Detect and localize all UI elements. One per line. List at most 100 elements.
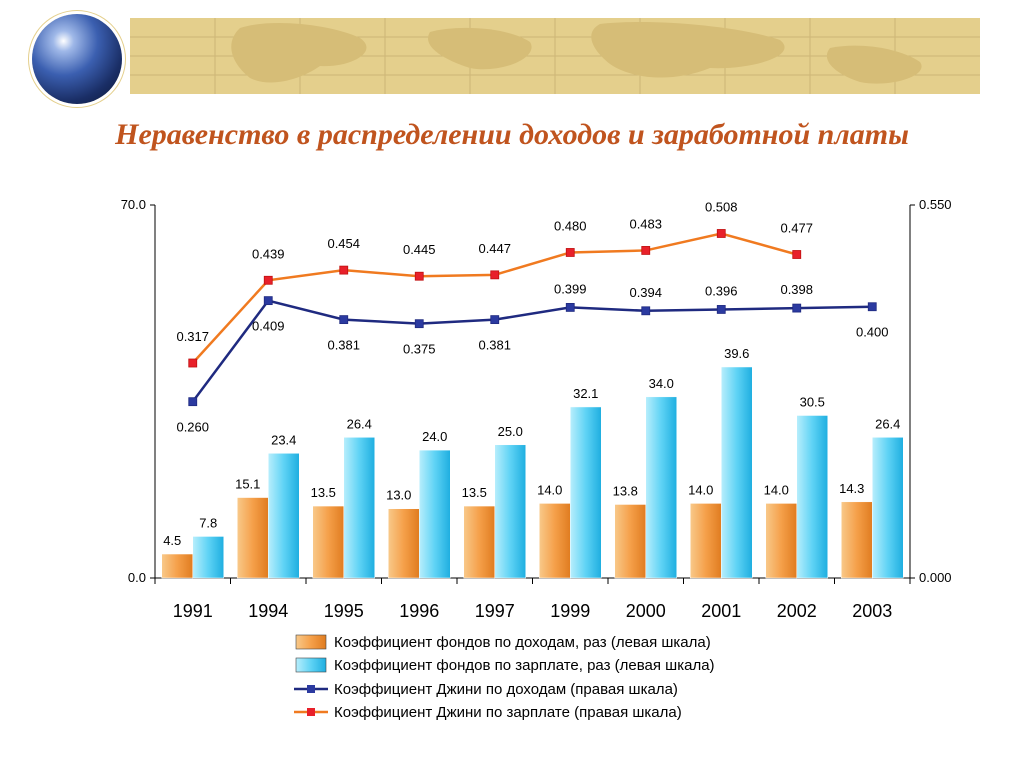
bar-income-ratio bbox=[614, 504, 646, 579]
gini-income-label: 0.398 bbox=[780, 282, 813, 297]
x-tick-label: 2000 bbox=[626, 601, 666, 621]
gini-wage-label: 0.480 bbox=[554, 218, 587, 233]
bar-income-ratio-label: 14.3 bbox=[839, 481, 864, 496]
bar-income-ratio bbox=[539, 503, 571, 579]
gini-income-label: 0.394 bbox=[629, 285, 662, 300]
gini-wage-point bbox=[716, 229, 726, 238]
bar-income-ratio bbox=[841, 501, 873, 579]
bar-wage-ratio bbox=[192, 536, 224, 579]
legend-label-gini-wage: Коэффициент Джини по зарплате (правая шк… bbox=[334, 704, 682, 721]
bar-income-ratio-label: 4.5 bbox=[163, 533, 181, 548]
left-tick-label-max: 70.0 bbox=[121, 197, 146, 212]
bar-wage-ratio bbox=[343, 437, 375, 579]
gini-wage-point bbox=[565, 248, 575, 257]
gini-income-point bbox=[339, 315, 349, 325]
gini-income-point bbox=[263, 296, 273, 306]
bar-wage-ratio bbox=[268, 453, 300, 579]
world-map-icon bbox=[130, 18, 980, 94]
legend-swatch-income-ratio bbox=[295, 634, 327, 650]
x-tick-label: 2001 bbox=[701, 601, 741, 621]
bar-wage-ratio bbox=[796, 415, 828, 579]
bar-wage-ratio-label: 32.1 bbox=[573, 386, 598, 401]
bar-income-ratio-label: 15.1 bbox=[235, 477, 260, 492]
gini-income-point bbox=[641, 306, 651, 316]
bar-income-ratio bbox=[161, 553, 193, 579]
bar-wage-ratio bbox=[419, 449, 451, 579]
x-tick-label: 1999 bbox=[550, 601, 590, 621]
bar-income-ratio-label: 14.0 bbox=[764, 482, 789, 497]
bar-wage-ratio-label: 26.4 bbox=[875, 416, 900, 431]
gini-income-label: 0.399 bbox=[554, 281, 587, 296]
gini-income-label: 0.396 bbox=[705, 283, 738, 298]
gini-income-point bbox=[716, 305, 726, 314]
bar-income-ratio bbox=[237, 497, 269, 579]
gini-wage-label: 0.454 bbox=[327, 236, 360, 251]
x-tick-label: 2003 bbox=[852, 601, 892, 621]
gini-income-label: 0.400 bbox=[856, 325, 889, 340]
gini-income-label: 0.375 bbox=[403, 342, 436, 357]
gini-income-point bbox=[490, 315, 500, 325]
legend-swatch-wage-ratio bbox=[295, 657, 327, 673]
right-tick-label-max: 0.550 bbox=[919, 197, 952, 212]
bar-income-ratio bbox=[765, 503, 797, 579]
bar-income-ratio bbox=[388, 508, 420, 579]
bar-wage-ratio bbox=[570, 406, 602, 579]
gini-wage-point bbox=[339, 265, 349, 275]
gini-income-line bbox=[191, 299, 873, 403]
gini-income-point bbox=[414, 319, 424, 329]
gini-wage-label: 0.483 bbox=[629, 216, 662, 231]
bar-income-ratio-label: 13.5 bbox=[462, 485, 487, 500]
gini-wage-label: 0.439 bbox=[252, 246, 285, 261]
x-tick-label: 2002 bbox=[777, 601, 817, 621]
gini-wage-point bbox=[641, 246, 651, 255]
right-tick-label-min: 0.000 bbox=[919, 570, 952, 585]
legend-marker-gini-income bbox=[307, 685, 315, 693]
bar-wage-ratio bbox=[494, 444, 526, 579]
gini-wage-label: 0.477 bbox=[780, 221, 813, 236]
gini-wage-label: 0.447 bbox=[478, 241, 511, 256]
x-tick-label: 1995 bbox=[324, 601, 364, 621]
world-map-banner bbox=[130, 18, 980, 94]
bar-wage-ratio-label: 30.5 bbox=[800, 394, 825, 409]
gini-income-label: 0.409 bbox=[252, 319, 285, 334]
bar-income-ratio-label: 13.5 bbox=[311, 485, 336, 500]
slide-title: Неравенство в распределении доходов и за… bbox=[115, 118, 909, 151]
gini-wage-point bbox=[792, 250, 802, 259]
bar-wage-ratio-label: 25.0 bbox=[498, 424, 523, 439]
bar-income-ratio bbox=[312, 505, 344, 579]
x-tick-label: 1991 bbox=[173, 601, 213, 621]
left-tick-label-min: 0.0 bbox=[128, 570, 146, 585]
bar-wage-ratio-label: 7.8 bbox=[199, 515, 217, 530]
legend-label-income-ratio: Коэффициент фондов по доходам, раз (лева… bbox=[334, 634, 711, 651]
legend-marker-gini-wage bbox=[307, 708, 315, 716]
bar-income-ratio bbox=[463, 505, 495, 579]
gini-income-point bbox=[867, 302, 877, 312]
gini-income-label: 0.260 bbox=[176, 420, 209, 435]
gini-wage-label: 0.317 bbox=[176, 329, 209, 344]
bar-wage-ratio bbox=[721, 366, 753, 579]
globe-icon bbox=[32, 14, 122, 104]
gini-wage-point bbox=[263, 275, 273, 285]
bar-wage-ratio-label: 24.0 bbox=[422, 429, 447, 444]
gini-wage-point bbox=[188, 358, 198, 368]
bar-income-ratio-label: 13.0 bbox=[386, 488, 411, 503]
gini-wage-point bbox=[490, 270, 500, 280]
bar-wage-ratio bbox=[872, 437, 904, 579]
gini-wage-point bbox=[414, 271, 424, 281]
gini-income-point bbox=[188, 397, 198, 407]
gini-income-point bbox=[565, 303, 575, 312]
bar-wage-ratio-label: 23.4 bbox=[271, 432, 296, 447]
bar-income-ratio-label: 14.0 bbox=[688, 482, 713, 497]
x-tick-label: 1994 bbox=[248, 601, 288, 621]
x-tick-label: 1997 bbox=[475, 601, 515, 621]
bar-wage-ratio-label: 39.6 bbox=[724, 346, 749, 361]
bar-income-ratio-label: 13.8 bbox=[613, 483, 638, 498]
bar-income-ratio-label: 14.0 bbox=[537, 482, 562, 497]
bar-wage-ratio-label: 34.0 bbox=[649, 376, 674, 391]
x-tick-label: 1996 bbox=[399, 601, 439, 621]
bar-wage-ratio-label: 26.4 bbox=[347, 416, 372, 431]
bar-wage-ratio bbox=[645, 396, 677, 579]
gini-income-label: 0.381 bbox=[327, 338, 360, 353]
gini-income-point bbox=[792, 303, 802, 313]
